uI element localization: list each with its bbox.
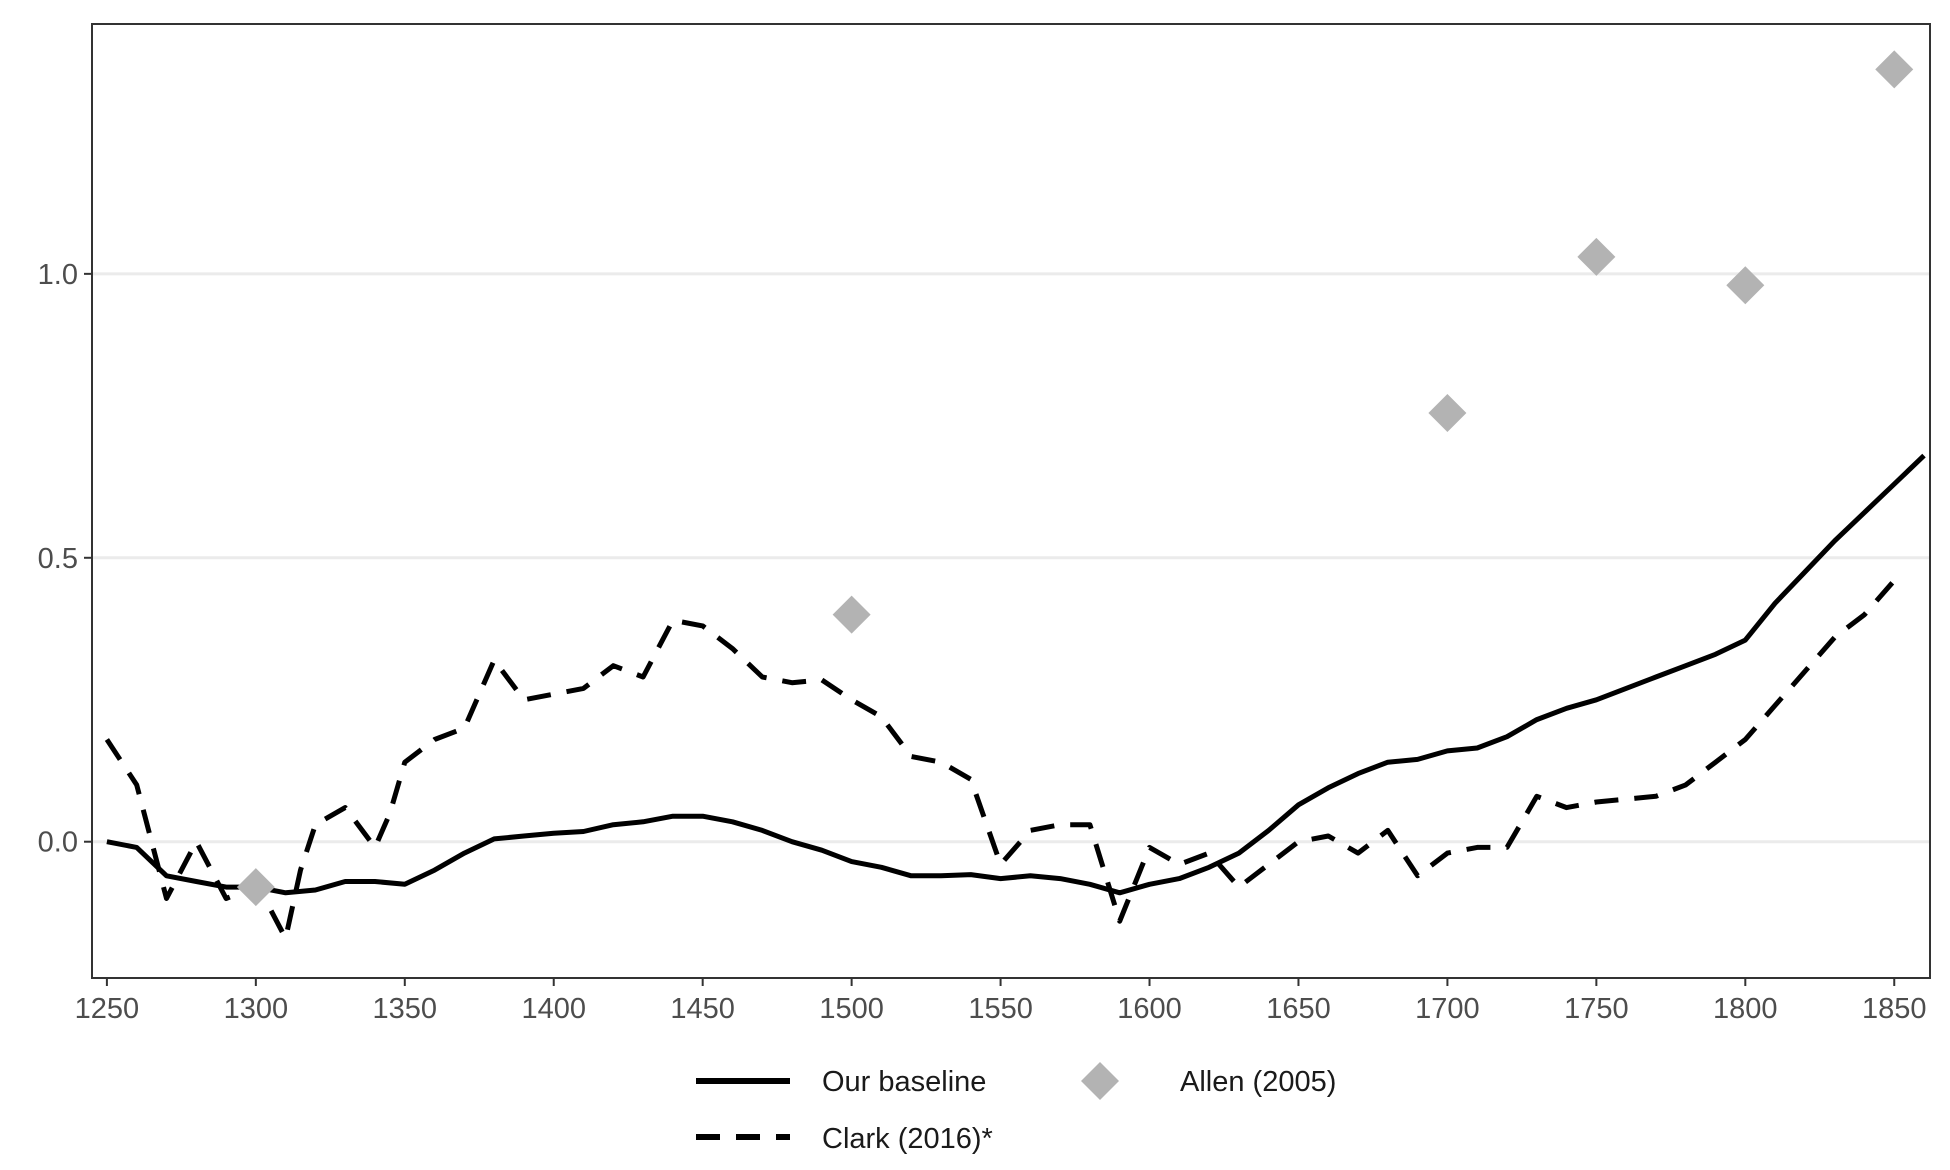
x-tick-label: 1450: [670, 993, 735, 1025]
x-tick-label: 1850: [1862, 993, 1927, 1025]
allen-point: [1428, 393, 1467, 432]
grid: [92, 272, 1930, 844]
allen-point: [1577, 237, 1616, 276]
x-tick-label: 1700: [1415, 993, 1480, 1025]
clark-line: [104, 578, 1897, 941]
y-tick-label: 0.5: [38, 543, 78, 575]
x-tick-label: 1350: [373, 993, 438, 1025]
x-axis: 1250 1300 1350 1400 1450 1500 1550 1600 1650 1700…: [75, 978, 1927, 1025]
plot-panel-border: [91, 23, 1931, 979]
x-tick-label: 1750: [1564, 993, 1629, 1025]
legend-label-clark-2016: Clark (2016)*: [822, 1123, 993, 1155]
series-our-baseline: [106, 453, 1926, 896]
legend: Our baseline Allen (2005) Clark (2016)*: [696, 1062, 1336, 1155]
x-tick-label: 1650: [1266, 993, 1331, 1025]
allen-point: [236, 868, 275, 907]
y-axis: 0.0 0.5 1.0: [38, 259, 92, 859]
y-tick-label: 0.0: [38, 827, 78, 859]
x-tick-label: 1300: [224, 993, 289, 1025]
x-tick-label: 1550: [968, 993, 1033, 1025]
allen-point: [832, 595, 871, 634]
legend-key-allen-2005: [1081, 1062, 1119, 1100]
legend-label-our-baseline: Our baseline: [822, 1066, 986, 1098]
x-tick-label: 1500: [819, 993, 884, 1025]
series-clark-2016: [104, 578, 1897, 941]
legend-label-allen-2005: Allen (2005): [1180, 1066, 1336, 1098]
series-allen-2005: [236, 50, 1914, 907]
x-tick-label: 1250: [75, 993, 140, 1025]
x-tick-label: 1600: [1117, 993, 1182, 1025]
x-tick-label: 1800: [1713, 993, 1778, 1025]
x-tick-label: 1400: [521, 993, 586, 1025]
allen-point: [1875, 50, 1914, 89]
allen-point: [1726, 266, 1765, 305]
baseline-line: [106, 453, 1926, 896]
y-tick-label: 1.0: [38, 259, 78, 291]
